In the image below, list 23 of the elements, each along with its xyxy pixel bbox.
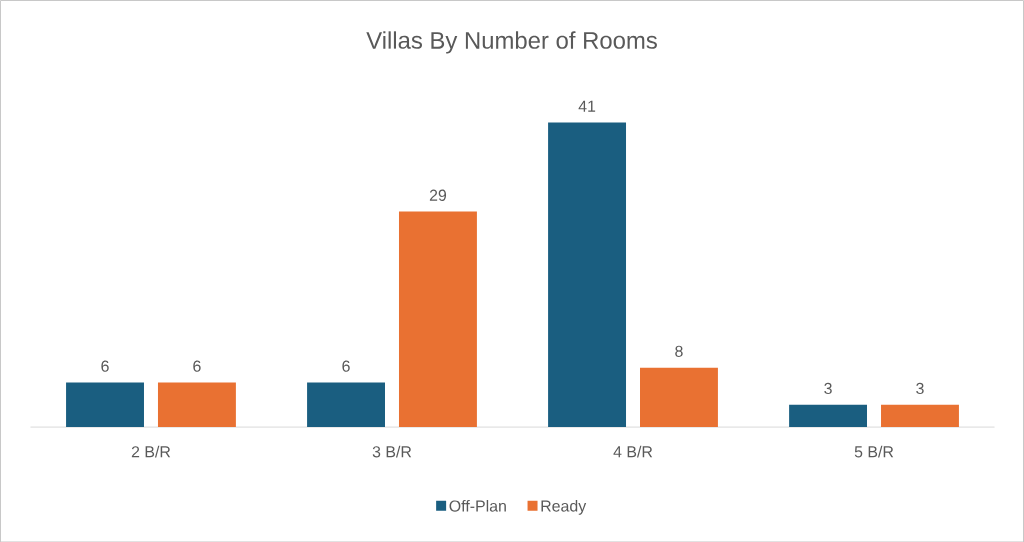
x-tick-label: 3 B/R bbox=[372, 445, 412, 458]
data-label: 29 bbox=[429, 189, 447, 201]
data-label: 6 bbox=[193, 360, 201, 372]
chart-title: Villas By Number of Rooms bbox=[366, 31, 657, 54]
legend-label: Ready bbox=[541, 499, 587, 515]
bar bbox=[307, 382, 385, 427]
bar bbox=[881, 404, 959, 427]
bar bbox=[789, 404, 868, 427]
x-tick-label: 4 B/R bbox=[613, 445, 653, 458]
bar bbox=[398, 211, 477, 427]
x-tick-label: 2 B/R bbox=[131, 445, 171, 458]
bar bbox=[66, 382, 144, 427]
data-label: 6 bbox=[101, 360, 109, 372]
bar bbox=[157, 382, 236, 427]
data-label: 41 bbox=[578, 100, 596, 112]
data-label: 8 bbox=[675, 345, 683, 357]
bar bbox=[548, 122, 627, 427]
bar bbox=[640, 367, 718, 427]
x-tick-label: 5 B/R bbox=[854, 445, 894, 458]
data-label: 6 bbox=[342, 360, 350, 372]
data-label: 3 bbox=[916, 382, 924, 394]
legend-label: Off-Plan bbox=[449, 499, 506, 512]
data-label: 3 bbox=[824, 382, 832, 394]
